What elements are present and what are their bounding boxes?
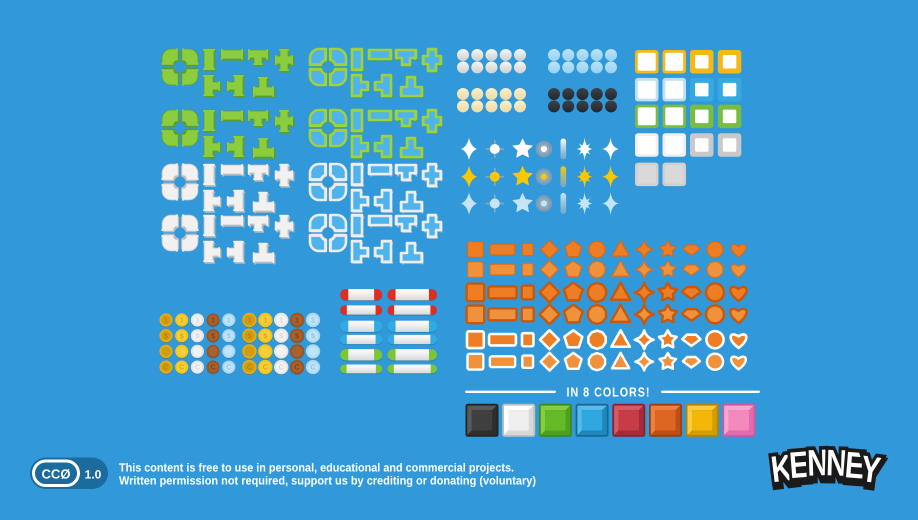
svg-text:1: 1 [211, 316, 215, 325]
svg-text:$: $ [247, 331, 252, 340]
svg-text:1: 1 [263, 316, 267, 325]
svg-text:C: C [179, 363, 185, 372]
svg-text:1: 1 [295, 316, 299, 325]
svg-text:$: $ [295, 331, 300, 340]
svg-text:$: $ [279, 331, 284, 340]
svg-text:1.0: 1.0 [85, 468, 102, 482]
svg-text:$: $ [311, 331, 316, 340]
svg-text:Written permission not require: Written permission not required, support… [119, 474, 536, 488]
svg-text:1: 1 [195, 316, 199, 325]
svg-text:C: C [263, 363, 269, 372]
svg-text:C: C [195, 363, 201, 372]
svg-text:C: C [294, 363, 300, 372]
svg-text:$: $ [180, 331, 185, 340]
svg-text:C: C [226, 363, 232, 372]
svg-text:N: N [825, 442, 847, 484]
svg-text:N: N [807, 446, 829, 488]
svg-text:$: $ [227, 331, 232, 340]
svg-text:$: $ [263, 331, 268, 340]
svg-text:C: C [278, 363, 284, 372]
svg-text:$: $ [211, 331, 216, 340]
svg-text:1: 1 [311, 316, 315, 325]
svg-text:1: 1 [227, 316, 231, 325]
svg-text:C: C [210, 363, 216, 372]
svg-text:C: C [247, 363, 253, 372]
svg-text:IN 8 COLORS!: IN 8 COLORS! [567, 385, 651, 400]
svg-text:$: $ [195, 331, 200, 340]
svg-text:CCØ: CCØ [42, 467, 71, 482]
svg-text:1: 1 [247, 316, 251, 325]
svg-text:This content is free to use in: This content is free to use in personal,… [119, 461, 514, 475]
svg-text:N: N [826, 446, 848, 488]
svg-text:1: 1 [164, 316, 168, 325]
svg-text:$: $ [164, 331, 169, 340]
svg-text:1: 1 [180, 316, 184, 325]
svg-text:C: C [163, 363, 169, 372]
svg-text:C: C [310, 363, 316, 372]
svg-text:N: N [806, 442, 828, 484]
svg-text:1: 1 [279, 316, 283, 325]
